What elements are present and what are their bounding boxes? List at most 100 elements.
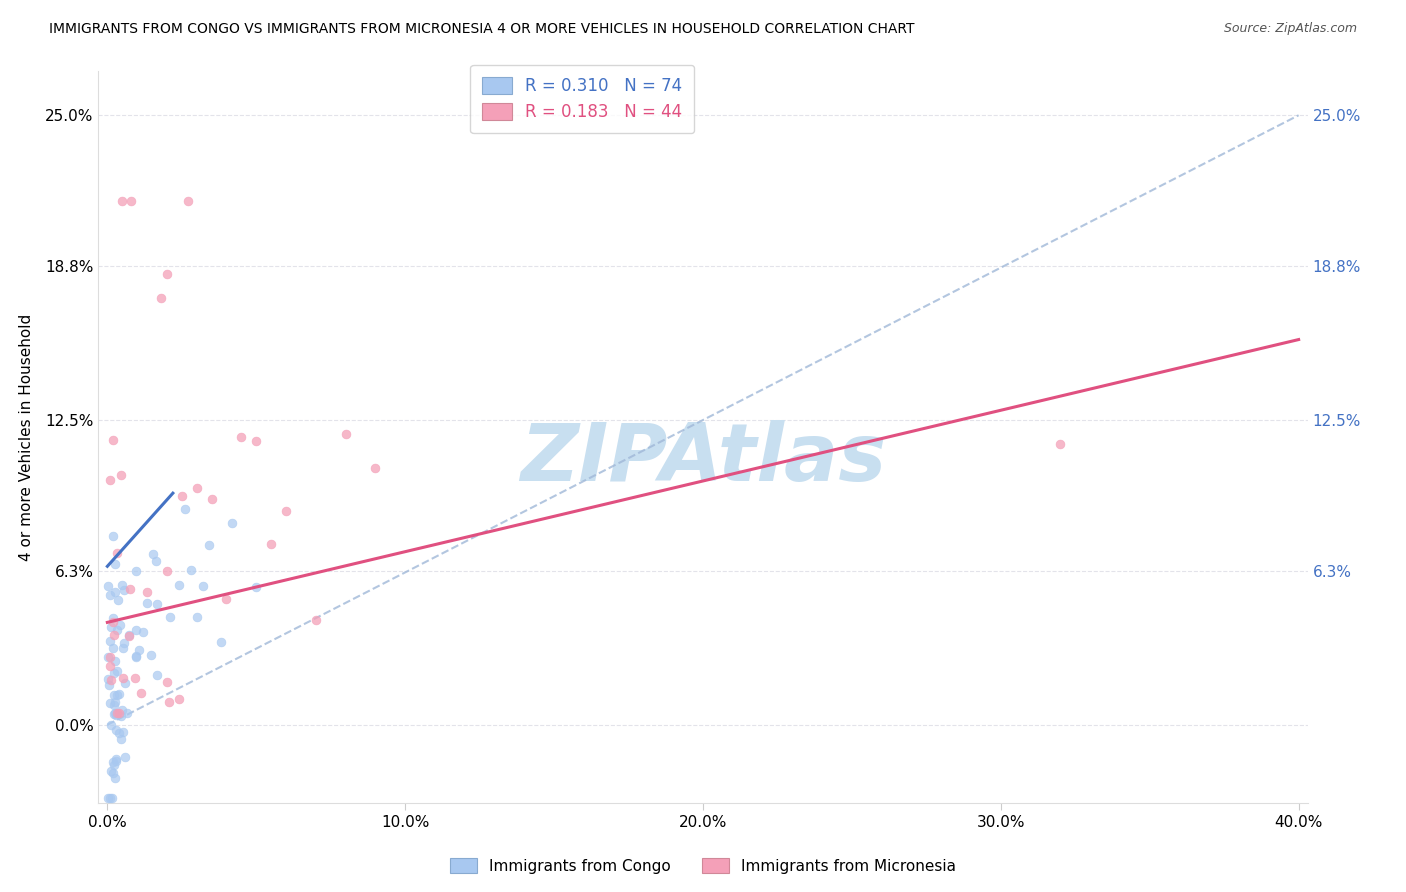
Point — [104, 754, 127, 768]
Point — [335, 427, 357, 442]
Point — [100, 673, 122, 687]
Point — [97, 672, 120, 686]
Point — [103, 698, 125, 712]
Point — [98, 791, 121, 805]
Point — [274, 504, 297, 518]
Point — [105, 623, 128, 637]
Point — [197, 538, 219, 552]
Point — [120, 582, 142, 596]
Point — [146, 597, 169, 611]
Point — [112, 671, 135, 685]
Point — [180, 563, 202, 577]
Point — [115, 706, 138, 721]
Point — [136, 584, 159, 599]
Point — [118, 628, 141, 642]
Point — [145, 554, 167, 568]
Text: Source: ZipAtlas.com: Source: ZipAtlas.com — [1223, 22, 1357, 36]
Y-axis label: 4 or more Vehicles in Household: 4 or more Vehicles in Household — [20, 313, 34, 561]
Point — [124, 672, 146, 686]
Point — [111, 194, 134, 208]
Point — [103, 706, 125, 721]
Point — [173, 501, 195, 516]
Point — [108, 618, 131, 632]
Point — [125, 623, 148, 637]
Point — [177, 194, 200, 208]
Legend: Immigrants from Congo, Immigrants from Micronesia: Immigrants from Congo, Immigrants from M… — [443, 852, 963, 880]
Point — [101, 791, 124, 805]
Point — [104, 751, 127, 765]
Point — [107, 665, 129, 679]
Point — [101, 765, 124, 780]
Point — [245, 580, 267, 594]
Point — [156, 267, 179, 281]
Text: IMMIGRANTS FROM CONGO VS IMMIGRANTS FROM MICRONESIA 4 OR MORE VEHICLES IN HOUSEH: IMMIGRANTS FROM CONGO VS IMMIGRANTS FROM… — [49, 22, 915, 37]
Point — [112, 641, 135, 656]
Point — [101, 529, 124, 543]
Point — [156, 564, 179, 578]
Point — [139, 648, 162, 662]
Point — [97, 791, 120, 805]
Point — [101, 641, 124, 656]
Point — [125, 650, 148, 665]
Point — [170, 489, 193, 503]
Point — [100, 619, 122, 633]
Point — [114, 676, 136, 690]
Point — [167, 578, 190, 592]
Point — [209, 634, 232, 648]
Point — [98, 588, 121, 602]
Point — [100, 697, 122, 711]
Point — [103, 584, 125, 599]
Point — [215, 591, 238, 606]
Point — [110, 731, 132, 746]
Point — [103, 557, 125, 571]
Point — [103, 615, 125, 630]
Point — [105, 706, 128, 720]
Point — [114, 750, 136, 764]
Point — [111, 578, 134, 592]
Point — [103, 689, 125, 703]
Point — [104, 694, 127, 708]
Point — [1049, 437, 1071, 451]
Point — [364, 460, 387, 475]
Point — [245, 434, 267, 448]
Point — [100, 718, 122, 732]
Point — [149, 291, 172, 305]
Point — [98, 659, 121, 673]
Point — [156, 675, 179, 690]
Point — [129, 686, 152, 700]
Point — [100, 764, 122, 778]
Point — [101, 433, 124, 447]
Point — [221, 516, 243, 530]
Point — [145, 668, 167, 682]
Point — [104, 706, 127, 721]
Point — [98, 473, 121, 487]
Legend: R = 0.310   N = 74, R = 0.183   N = 44: R = 0.310 N = 74, R = 0.183 N = 44 — [470, 65, 695, 133]
Point — [159, 609, 181, 624]
Point — [108, 726, 131, 740]
Point — [132, 624, 155, 639]
Point — [111, 703, 134, 717]
Point — [260, 537, 283, 551]
Point — [136, 597, 159, 611]
Point — [104, 654, 127, 668]
Point — [105, 688, 128, 702]
Point — [103, 627, 125, 641]
Point — [112, 636, 135, 650]
Point — [124, 648, 146, 663]
Point — [231, 430, 253, 444]
Point — [105, 546, 128, 560]
Point — [157, 695, 180, 709]
Point — [186, 610, 208, 624]
Point — [107, 592, 129, 607]
Point — [104, 771, 127, 785]
Point — [111, 724, 134, 739]
Point — [101, 611, 124, 625]
Point — [103, 666, 125, 681]
Point — [186, 481, 208, 495]
Point — [112, 583, 135, 598]
Point — [305, 613, 328, 627]
Point — [98, 677, 121, 691]
Point — [128, 643, 150, 657]
Point — [169, 692, 191, 706]
Point — [105, 723, 128, 737]
